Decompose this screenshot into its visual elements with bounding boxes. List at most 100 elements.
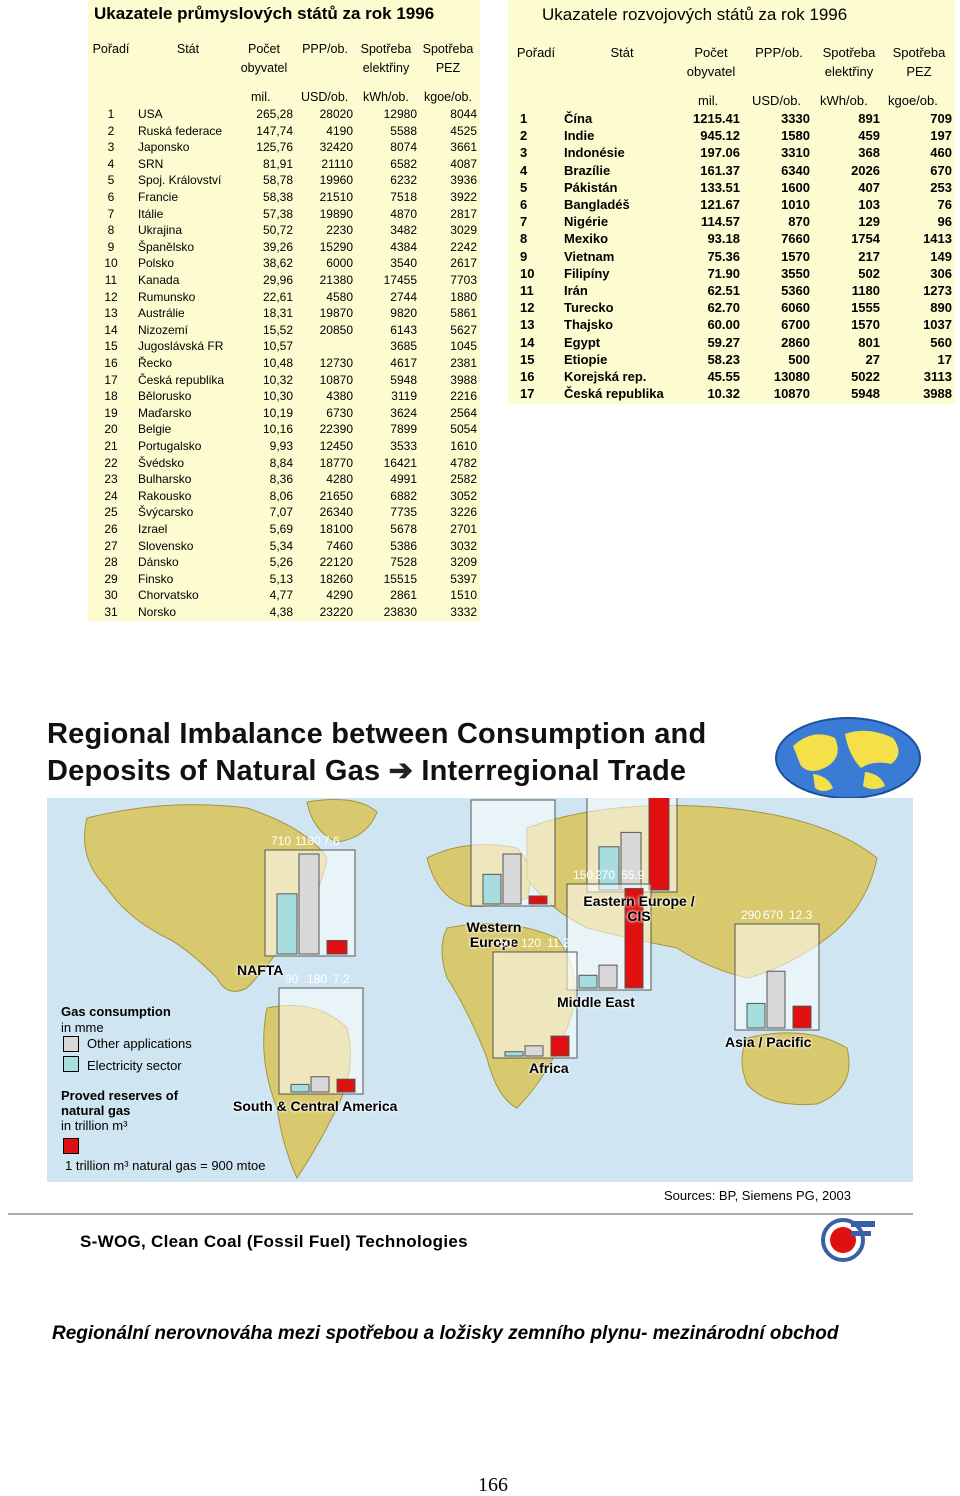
cell-population: 4,38 <box>269 605 293 619</box>
cell-population: 60.00 <box>707 317 740 333</box>
cell-pez: 5054 <box>450 422 477 437</box>
bar-value: 120 <box>521 936 542 950</box>
cell-rank: 13 <box>104 306 118 321</box>
cell-pez: 4525 <box>450 123 477 138</box>
table-title: Ukazatele průmyslových států za rok 1996 <box>94 4 435 23</box>
arrow-right-icon: ➔ <box>388 755 414 787</box>
cell-pez: 460 <box>930 145 952 161</box>
globe-icon <box>775 717 921 799</box>
cell-population: 58,38 <box>262 190 293 204</box>
cell-population: 75.36 <box>707 248 740 264</box>
cell-pez: 253 <box>930 179 952 195</box>
table-row: 5 Pákistán 133.51 1600 407 253 <box>508 180 955 197</box>
developing-countries-table: Ukazatele rozvojových států za rok 1996 … <box>508 0 955 404</box>
bar-consumption <box>310 1076 330 1093</box>
table-row: 12 Rumunsko 22,61 4580 2744 1880 <box>88 290 480 307</box>
table-row: 31 Norsko 4,38 23220 23830 3332 <box>88 605 480 622</box>
cell-pez: 3332 <box>450 605 477 619</box>
cell-rank: 2 <box>107 123 115 138</box>
cell-pez: 709 <box>930 111 952 126</box>
cell-country: Jugoslávská FR <box>138 339 224 354</box>
bar-value: 670 <box>763 908 784 922</box>
unit-pez: kgoe/ob. <box>888 93 938 108</box>
cell-country: Ukrajina <box>138 223 183 238</box>
table-row: 14 Egypt 59.27 2860 801 560 <box>508 335 955 352</box>
cell-electricity: 891 <box>858 111 880 126</box>
cell-country: Vietnam <box>564 248 615 264</box>
cell-pez: 1037 <box>923 317 952 333</box>
cell-country: Dánsko <box>138 555 179 570</box>
cell-country: Brazílie <box>564 162 611 178</box>
bar-electricity <box>482 873 502 905</box>
cell-electricity: 1180 <box>851 283 880 298</box>
cell-rank: 22 <box>104 455 118 470</box>
table-row: 27 Slovensko 5,34 7460 5386 3032 <box>88 539 480 556</box>
cell-ppp: 22390 <box>319 422 353 437</box>
bar-electricity <box>290 1083 310 1093</box>
cell-rank: 16 <box>520 369 535 384</box>
cell-ppp: 19960 <box>319 173 353 188</box>
cell-rank: 1 <box>520 111 528 126</box>
bar-value: 180 <box>307 972 328 986</box>
table-row: 26 Izrael 5,69 18100 5678 2701 <box>88 522 480 539</box>
cell-pez: 3226 <box>450 505 477 520</box>
cell-population: 1215.41 <box>693 111 740 126</box>
cell-electricity: 5588 <box>390 123 417 138</box>
region-label-western-europe: Western Europe <box>466 919 522 950</box>
cell-rank: 9 <box>107 239 115 254</box>
cell-ppp: 18770 <box>319 455 353 470</box>
table-row: 28 Dánsko 5,26 22120 7528 3209 <box>88 555 480 572</box>
cell-pez: 17 <box>937 351 952 367</box>
cell-pez: 890 <box>930 300 952 316</box>
table-row: 10 Filipíny 71.90 3550 502 306 <box>508 266 955 283</box>
cell-ppp: 18260 <box>319 571 353 586</box>
cell-electricity: 4870 <box>390 206 417 221</box>
cell-pez: 8044 <box>450 107 477 121</box>
table-row: 5 Spoj. Království 58,78 19960 6232 3936 <box>88 173 480 190</box>
cell-country: Thajsko <box>564 317 614 333</box>
cell-rank: 15 <box>104 339 118 354</box>
cell-population: 10,30 <box>262 389 293 404</box>
cell-ppp: 1580 <box>781 128 810 144</box>
cell-electricity: 7528 <box>390 555 417 570</box>
cell-country: Portugalsko <box>138 439 202 453</box>
unit-population: mil. <box>251 90 271 104</box>
bar-consumption <box>502 853 522 905</box>
cell-population: 147,74 <box>256 123 293 138</box>
cell-electricity: 1754 <box>851 231 880 247</box>
legend-swatch-other <box>63 1036 79 1052</box>
legend-consumption-title: Gas consumption <box>61 1004 171 1019</box>
cell-rank: 13 <box>520 317 535 333</box>
cell-population: 39,26 <box>262 239 293 254</box>
cell-rank: 10 <box>520 265 535 281</box>
table-row: 1 USA 265,28 28020 12980 8044 <box>88 107 480 124</box>
legend-swatch-reserves <box>63 1138 79 1154</box>
cell-country: Finsko <box>138 571 174 586</box>
table-row: 12 Turecko 62.70 6060 1555 890 <box>508 300 955 317</box>
cell-electricity: 2026 <box>851 162 880 178</box>
cell-electricity: 3685 <box>390 339 417 354</box>
cell-ppp: 7660 <box>781 231 810 247</box>
cell-rank: 25 <box>104 505 118 520</box>
cell-pez: 149 <box>930 248 952 264</box>
cell-rank: 4 <box>107 156 115 171</box>
bar-value: 90 <box>285 972 299 986</box>
table-row: 14 Nizozemí 15,52 20850 6143 5627 <box>88 323 480 340</box>
region-label-africa: Africa <box>529 1060 569 1076</box>
cell-population: 10,32 <box>262 372 293 387</box>
cell-country: Norsko <box>138 605 177 619</box>
table-row: 8 Mexiko 93.18 7660 1754 1413 <box>508 231 955 248</box>
cell-electricity: 2861 <box>390 588 417 603</box>
cell-rank: 31 <box>104 605 118 619</box>
cell-electricity: 6882 <box>390 488 417 503</box>
cell-pez: 3922 <box>450 190 477 204</box>
cell-population: 45.55 <box>707 369 740 384</box>
cell-country: Čína <box>564 111 593 126</box>
cell-population: 9,93 <box>269 439 293 453</box>
bar-value: 150 <box>573 868 594 882</box>
cell-population: 10,19 <box>262 405 293 420</box>
cell-country: Itálie <box>138 206 164 221</box>
cell-population: 81,91 <box>262 156 293 171</box>
unit-ppp: USD/ob. <box>301 90 349 104</box>
cell-pez: 3052 <box>450 488 477 503</box>
